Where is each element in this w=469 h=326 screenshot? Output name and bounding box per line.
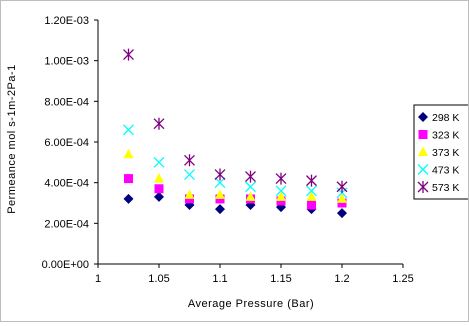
data-point (337, 193, 347, 203)
y-tick-label: 4.00E-04 (44, 178, 89, 190)
legend-label: 373 K (432, 147, 459, 159)
data-point (337, 198, 347, 208)
y-tick-label: 1.20E-03 (44, 15, 89, 27)
data-point (123, 48, 134, 61)
data-point (275, 185, 287, 197)
data-point (123, 193, 134, 204)
legend-label: 298 K (432, 112, 459, 124)
y-tick-label: 0.00E+00 (42, 259, 89, 271)
x-tick-label: 1.25 (392, 273, 413, 285)
data-point (154, 173, 164, 183)
x-tick-label: 1.2 (334, 273, 349, 285)
series-573-k (123, 48, 348, 193)
legend: 298 K 323 K 373 K 473 K 573 K (413, 104, 469, 200)
data-point (276, 196, 286, 206)
series-473-k (123, 124, 348, 199)
data-point (123, 148, 134, 159)
data-point (307, 200, 316, 210)
legend-label: 473 K (432, 165, 459, 177)
legend-marker (418, 130, 428, 139)
data-point (184, 189, 195, 199)
legend-marker (418, 112, 428, 122)
legend-label: 323 K (432, 130, 459, 142)
x-tick-label: 1.1 (212, 273, 227, 285)
data-point (336, 180, 348, 193)
data-point (215, 204, 225, 215)
y-tick-label: 8.00E-04 (44, 96, 89, 108)
data-point (154, 191, 164, 202)
data-point (154, 184, 164, 194)
data-point (214, 177, 226, 189)
data-point (153, 117, 165, 130)
legend-marker (417, 164, 429, 175)
x-axis-title: Average Pressure (Bar) (188, 298, 314, 310)
series-373-k (123, 148, 347, 203)
y-tick-label: 1.00E-03 (44, 56, 89, 68)
legend-marker (418, 146, 428, 156)
data-point (337, 208, 347, 219)
data-point (215, 189, 225, 199)
data-point (245, 170, 256, 183)
data-point (123, 124, 134, 136)
plot-area: 0.00E+00 2.00E-04 4.00E-04 6.00E-04 8.00E-04… (42, 15, 414, 285)
scatter-chart: 0.00E+00 2.00E-04 4.00E-04 6.00E-04 8.00E-04… (6, 15, 469, 310)
data-point (276, 191, 286, 201)
data-point (184, 154, 195, 167)
data-point (306, 174, 317, 187)
x-tick-label: 1.05 (148, 273, 169, 285)
data-point (124, 174, 133, 184)
data-point (185, 194, 194, 204)
legend-marker (417, 181, 429, 193)
y-tick-label: 2.00E-04 (44, 218, 89, 230)
y-tick-label: 6.00E-04 (44, 137, 89, 149)
x-tick-label: 1.15 (270, 273, 291, 285)
legend-label: 573 K (432, 182, 459, 194)
data-point (245, 191, 256, 201)
series-298-k (123, 191, 347, 219)
data-point (215, 194, 225, 204)
y-axis-title: Permeance mol s-1m-2Pa-1 (6, 64, 18, 214)
x-tick-label: 1 (95, 273, 101, 285)
data-point (275, 172, 287, 185)
data-point (184, 169, 195, 180)
data-point (153, 156, 165, 168)
data-point (245, 181, 256, 193)
data-point (306, 191, 317, 201)
data-point (306, 185, 317, 197)
data-point (214, 168, 226, 181)
